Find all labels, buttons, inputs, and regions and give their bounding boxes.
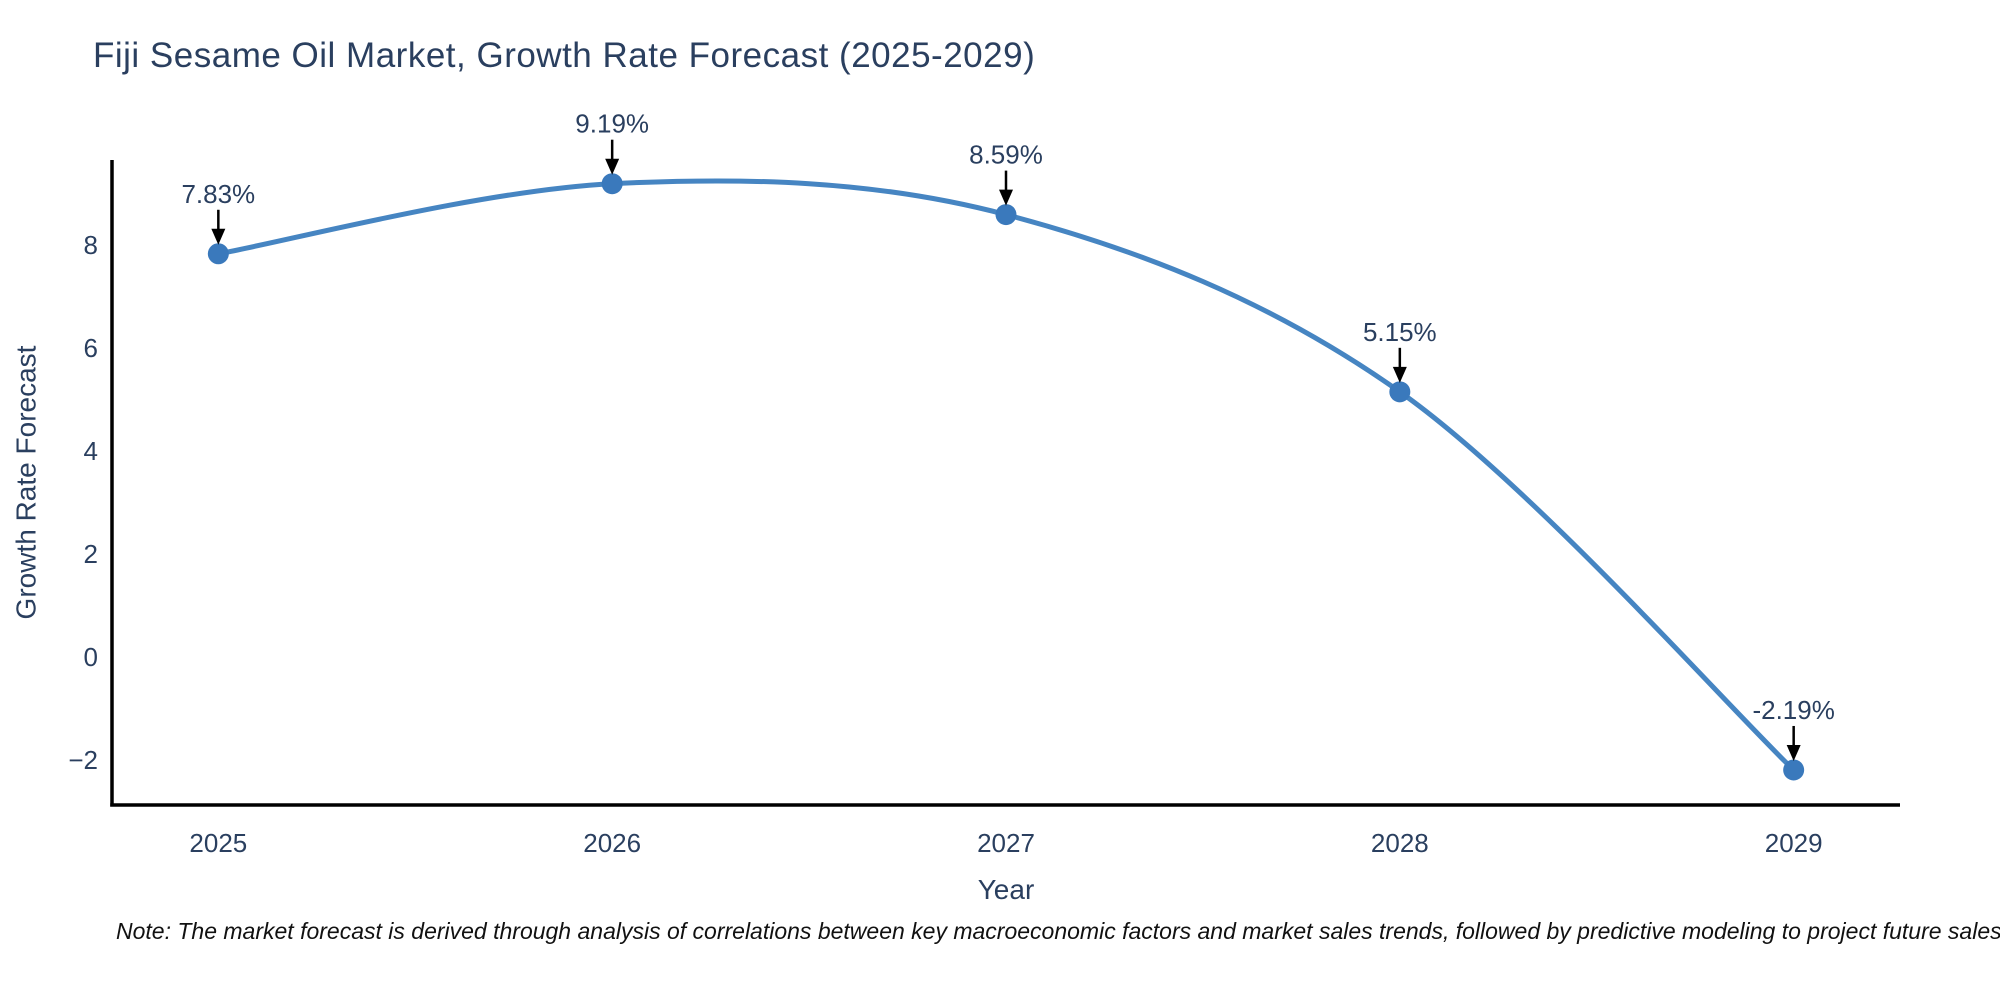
- annotation-arrow-head: [1786, 744, 1801, 761]
- x-tick-label: 2028: [1371, 828, 1429, 858]
- data-point-label: 8.59%: [969, 140, 1043, 170]
- data-point-marker: [601, 173, 623, 195]
- annotation-arrow-head: [211, 228, 226, 245]
- data-point-label: 5.15%: [1363, 317, 1437, 347]
- data-point-label: 9.19%: [575, 109, 649, 139]
- y-tick-label: 8: [84, 230, 98, 260]
- y-axis-title: Growth Rate Forecast: [11, 345, 42, 619]
- annotation-arrow-head: [999, 189, 1013, 206]
- y-tick-label: 4: [84, 436, 98, 466]
- chart-footnote: Note: The market forecast is derived thr…: [116, 918, 2000, 944]
- data-point-marker: [207, 243, 229, 265]
- x-tick-label: 2029: [1765, 828, 1823, 858]
- x-tick-label: 2026: [583, 828, 641, 858]
- data-point-marker: [1389, 381, 1411, 403]
- annotation-arrow-head: [605, 158, 620, 175]
- x-tick-label: 2027: [977, 828, 1035, 858]
- y-tick-label: 0: [84, 642, 98, 672]
- y-tick-label: −2: [68, 745, 98, 775]
- data-point-label: 7.83%: [181, 179, 255, 209]
- forecast-line: [215, 178, 1797, 773]
- y-tick-label: 2: [84, 539, 98, 569]
- annotation-arrow-head: [1392, 366, 1407, 383]
- data-point-marker: [995, 204, 1017, 226]
- chart-title: Fiji Sesame Oil Market, Growth Rate Fore…: [93, 36, 1036, 75]
- x-axis-title: Year: [978, 874, 1035, 905]
- y-tick-label: 6: [84, 333, 98, 363]
- data-point-marker: [1783, 759, 1805, 781]
- x-tick-label: 2025: [189, 828, 247, 858]
- data-point-label: -2.19%: [1752, 695, 1834, 725]
